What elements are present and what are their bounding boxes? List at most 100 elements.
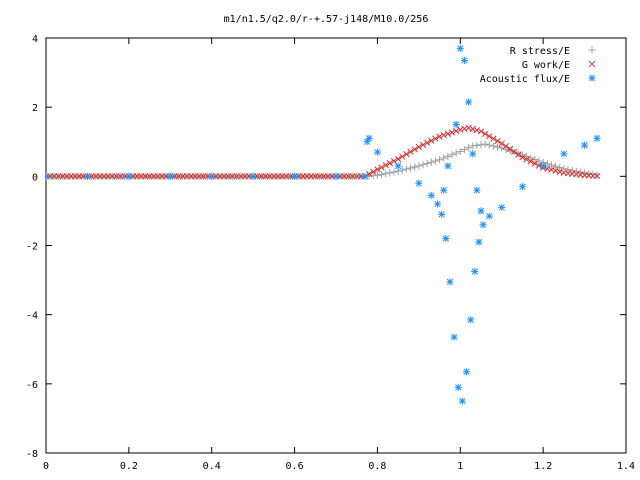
y-tick-label: -2 xyxy=(26,242,38,253)
legend-marker xyxy=(588,60,596,68)
data-point xyxy=(490,135,497,142)
data-point xyxy=(419,161,427,169)
y-tick-label: 4 xyxy=(32,34,38,45)
data-point xyxy=(403,151,410,158)
data-point xyxy=(477,141,485,149)
data-point xyxy=(394,155,402,163)
x-tick-label: 0.8 xyxy=(368,461,386,472)
data-point xyxy=(485,141,493,149)
data-point xyxy=(423,139,431,146)
data-point xyxy=(458,397,466,405)
data-point xyxy=(467,316,475,324)
data-point xyxy=(444,162,452,170)
data-point xyxy=(394,162,402,170)
x-tick-label: 0.2 xyxy=(120,461,138,472)
plot-frame xyxy=(45,37,627,454)
data-point xyxy=(166,172,174,180)
data-point xyxy=(382,162,389,169)
data-point xyxy=(471,267,479,275)
data-point xyxy=(415,143,423,151)
data-point xyxy=(452,120,460,128)
data-point xyxy=(502,145,510,153)
data-point xyxy=(419,141,427,149)
data-point xyxy=(560,165,568,173)
data-point xyxy=(415,179,423,187)
data-point xyxy=(378,164,385,171)
data-point xyxy=(593,172,601,180)
data-point xyxy=(365,134,373,142)
data-point xyxy=(535,157,543,165)
data-point xyxy=(593,171,601,179)
data-point xyxy=(427,158,435,166)
data-point xyxy=(556,163,564,171)
y-tick-label: -6 xyxy=(26,380,38,391)
data-point xyxy=(486,133,493,140)
data-point xyxy=(386,160,394,167)
data-point xyxy=(489,142,497,150)
data-point xyxy=(370,168,377,175)
data-point xyxy=(456,44,464,52)
legend-marker xyxy=(588,46,596,54)
legend-label: R stress/E xyxy=(510,46,570,57)
data-point xyxy=(518,183,526,191)
data-point xyxy=(373,171,381,179)
series-cross xyxy=(46,124,601,180)
data-point xyxy=(568,166,576,174)
data-point xyxy=(473,186,481,194)
data-point xyxy=(46,172,50,180)
data-point xyxy=(460,56,468,64)
data-point xyxy=(498,203,506,211)
data-point xyxy=(440,186,448,194)
data-point xyxy=(593,134,601,142)
x-tick-label: 1.4 xyxy=(617,461,635,472)
data-point xyxy=(374,166,381,173)
data-point xyxy=(473,127,481,134)
x-tick-label: 0.6 xyxy=(286,461,304,472)
data-point xyxy=(431,157,439,165)
data-point xyxy=(506,145,514,153)
data-point xyxy=(481,130,489,137)
data-point xyxy=(440,132,447,139)
data-point xyxy=(572,167,580,175)
data-point xyxy=(444,130,452,137)
data-point xyxy=(386,169,394,177)
data-point xyxy=(465,124,472,132)
data-point xyxy=(463,368,470,376)
data-point xyxy=(454,383,462,391)
data-point xyxy=(432,135,439,142)
legend-label: Acoustic flux/E xyxy=(480,74,570,85)
data-point xyxy=(373,148,381,156)
data-point xyxy=(564,166,572,174)
data-point xyxy=(560,150,568,158)
data-point xyxy=(452,149,460,157)
data-point xyxy=(469,125,476,133)
data-point xyxy=(125,172,133,180)
chart-title: m1/n1.5/q2.0/r-+.57-j148/M10.0/256 xyxy=(224,14,429,25)
data-point xyxy=(479,221,487,229)
data-point xyxy=(208,172,216,180)
data-point xyxy=(450,333,458,341)
data-point xyxy=(434,200,441,208)
data-point xyxy=(390,168,398,176)
data-point xyxy=(531,160,539,167)
data-point xyxy=(361,172,369,180)
data-point xyxy=(539,162,547,170)
data-point xyxy=(456,147,464,155)
data-point xyxy=(498,140,505,147)
data-point xyxy=(547,161,555,169)
data-point xyxy=(402,165,410,173)
legend: R stress/E G work/E Acoustic flux/E xyxy=(480,46,596,85)
data-point xyxy=(415,162,423,170)
data-point xyxy=(440,154,448,162)
data-point xyxy=(460,146,468,154)
data-point xyxy=(378,170,386,178)
data-point xyxy=(477,207,485,215)
data-point xyxy=(411,163,419,171)
y-tick-label: -4 xyxy=(26,311,38,322)
data-point xyxy=(477,128,485,135)
data-point xyxy=(502,143,510,150)
axis-ticks: 0 0.2 0.4 0.6 0.8 1 1.2 1.4 4 2 0 -2 -4 -6 -8 xyxy=(26,34,635,472)
data-point xyxy=(523,156,530,163)
data-point xyxy=(444,152,452,160)
